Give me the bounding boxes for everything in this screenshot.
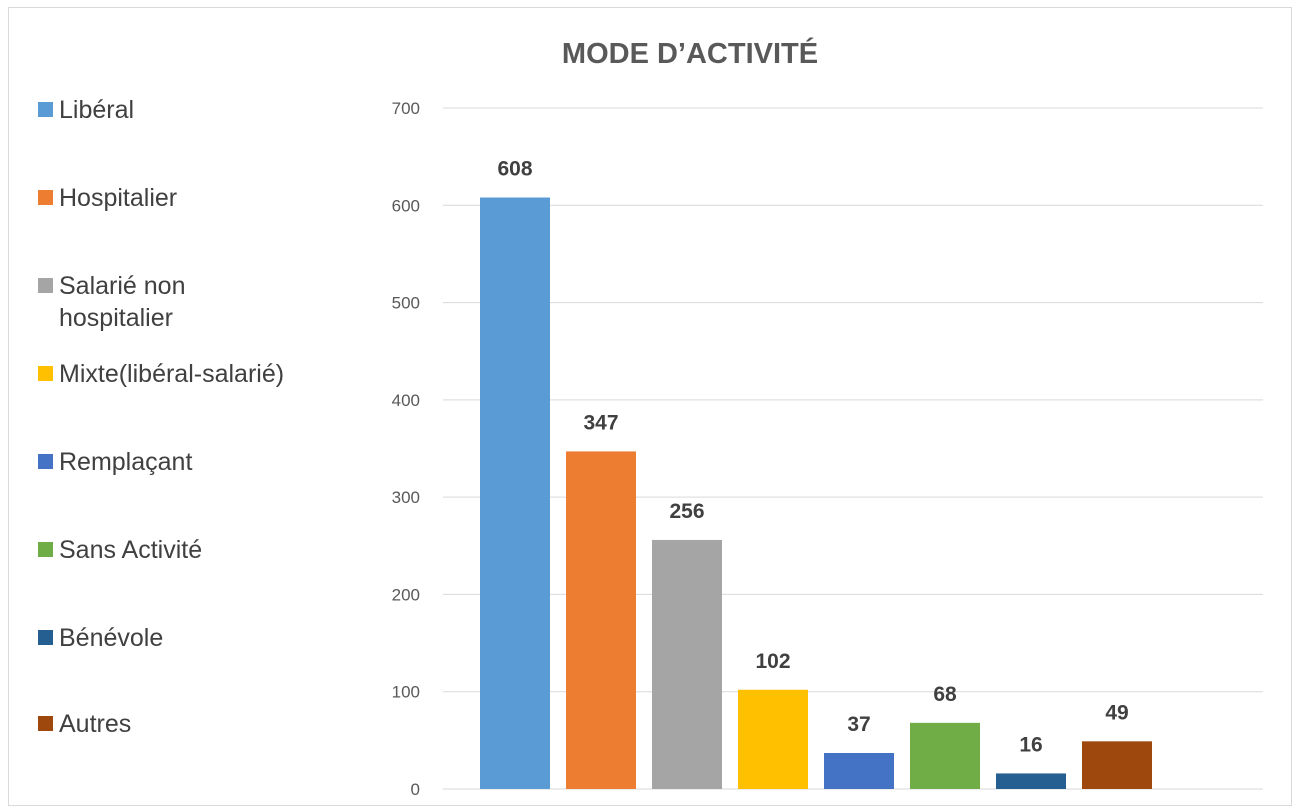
data-label: 347 <box>583 411 618 434</box>
y-tick-label: 500 <box>392 294 420 313</box>
legend-swatch <box>38 278 53 293</box>
legend-swatch <box>38 366 53 381</box>
legend-label: Libéral <box>59 96 135 124</box>
legend-swatch <box>38 102 53 117</box>
data-label: 102 <box>755 650 790 673</box>
bar-6 <box>996 773 1066 789</box>
legend-swatch <box>38 190 53 205</box>
y-tick-label: 600 <box>392 196 420 215</box>
bar-1 <box>566 451 636 789</box>
legend-swatch <box>38 630 53 645</box>
data-label: 16 <box>1019 733 1042 756</box>
chart-title: MODE D’ACTIVITÉ <box>561 38 819 70</box>
bar-7 <box>1082 741 1152 789</box>
legend-item: Mixte(libéral-salarié) <box>38 358 359 390</box>
legend-item: Salarié non hospitalier <box>38 270 249 334</box>
data-label: 37 <box>847 713 870 736</box>
y-tick-label: 0 <box>411 780 420 799</box>
legend-item: Sans Activité <box>38 534 359 566</box>
legend-label: Salarié non hospitalier <box>59 272 186 332</box>
legend-item: Bénévole <box>38 622 359 654</box>
legend-swatch <box>38 542 53 557</box>
bar-0 <box>480 197 550 789</box>
bar-3 <box>738 689 808 789</box>
legend-label: Hospitalier <box>59 184 178 212</box>
legend-swatch <box>38 454 53 469</box>
legend-item: Hospitalier <box>38 182 359 214</box>
legend-label: Bénévole <box>59 624 164 652</box>
bar-2 <box>652 539 722 789</box>
data-label: 68 <box>933 683 957 706</box>
legend-label: Mixte(libéral-salarié) <box>59 360 285 388</box>
chart-frame <box>8 7 1292 806</box>
bar-5 <box>910 722 980 789</box>
legend-label: Autres <box>59 710 132 738</box>
y-tick-label: 700 <box>392 99 420 118</box>
y-tick-label: 100 <box>392 683 420 702</box>
legend-label: Sans Activité <box>59 536 203 564</box>
legend-label: Remplaçant <box>59 448 193 476</box>
y-tick-label: 200 <box>392 585 420 604</box>
legend-swatch <box>38 716 53 731</box>
data-label: 49 <box>1105 701 1128 724</box>
y-tick-label: 300 <box>392 488 420 507</box>
data-label: 256 <box>669 500 704 523</box>
legend-item: Remplaçant <box>38 446 359 478</box>
legend-item: Autres <box>38 708 359 740</box>
y-tick-label: 400 <box>392 391 420 410</box>
legend-item: Libéral <box>38 94 359 126</box>
bar-4 <box>824 753 894 789</box>
data-label: 608 <box>497 158 532 181</box>
